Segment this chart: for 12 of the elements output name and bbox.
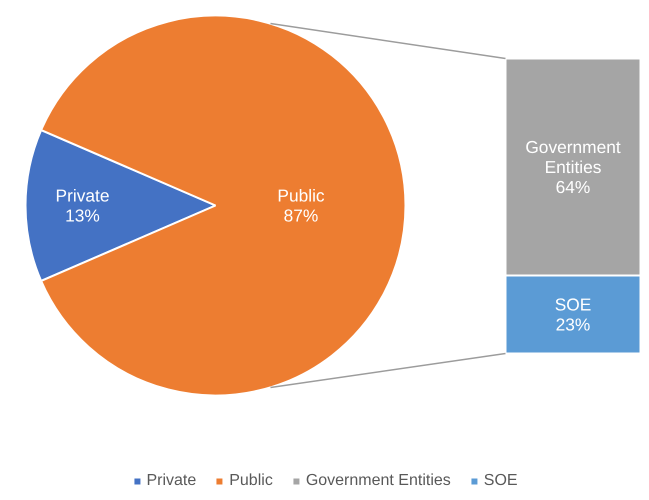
legend-label: SOE (484, 472, 518, 490)
text: Government Entities (525, 137, 621, 178)
text: SOE (554, 294, 592, 315)
legend-label: Public (229, 472, 273, 490)
legend-label: Government Entities (306, 472, 451, 490)
slice-label: Private (56, 186, 110, 206)
data-label: 64% (556, 177, 590, 198)
legend-label: Private (146, 472, 196, 490)
data-label: 23% (556, 314, 590, 335)
data-label: 13% (65, 206, 100, 226)
slice-label: Public (277, 186, 325, 206)
data-label: 87% (284, 206, 318, 226)
